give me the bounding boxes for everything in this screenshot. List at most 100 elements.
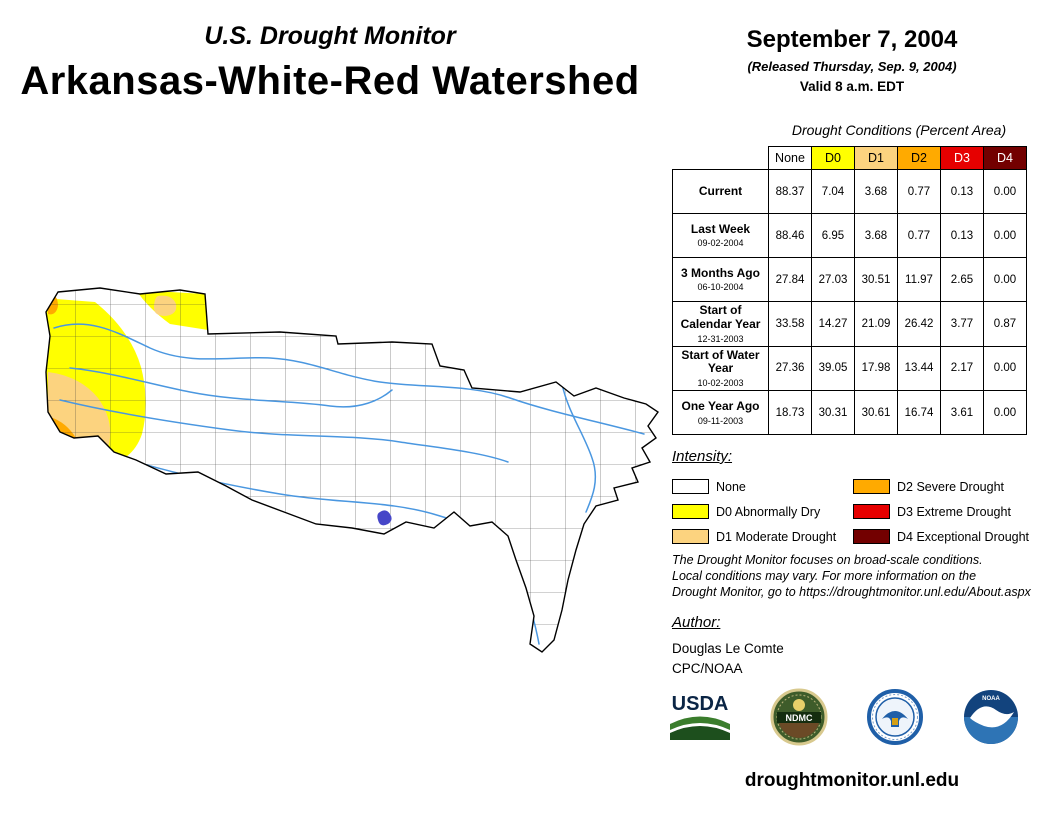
- value-cell: 0.00: [983, 390, 1027, 436]
- author-org: CPC/NOAA: [672, 661, 743, 676]
- table-title: Drought Conditions (Percent Area): [791, 122, 1007, 138]
- valid-time: Valid 8 a.m. EDT: [799, 79, 905, 94]
- row-label: 3 Months Ago: [681, 265, 760, 280]
- value-cell: 14.27: [811, 301, 855, 347]
- value-cell: 21.09: [854, 301, 898, 347]
- value-cell: 30.61: [854, 390, 898, 436]
- value-cell: 30.51: [854, 257, 898, 302]
- row-label-cell: Current: [672, 169, 769, 214]
- value-cell: 0.13: [940, 169, 984, 214]
- table-row-last-week: Last Week 09-02-2004 88.46 6.95 3.68 0.7…: [672, 213, 1027, 258]
- d0-swatch: [672, 504, 709, 519]
- table-row-one-year-ago: One Year Ago 09-11-2003 18.73 30.31 30.6…: [672, 390, 1027, 436]
- row-label: Current: [698, 183, 743, 198]
- row-date: 09-11-2003: [697, 415, 744, 426]
- table-corner: [673, 147, 769, 170]
- value-cell: 27.03: [811, 257, 855, 302]
- report-date: September 7, 2004: [746, 26, 958, 53]
- date-block: September 7, 2004 (Released Thursday, Se…: [668, 26, 1036, 94]
- author-block: Author: Douglas Le Comte CPC/NOAA: [672, 614, 784, 676]
- disclaimer-line: The Drought Monitor focuses on broad-sca…: [672, 553, 983, 567]
- value-cell: 39.05: [811, 345, 855, 392]
- table-row-3-months-ago: 3 Months Ago 06-10-2004 27.84 27.03 30.5…: [672, 257, 1027, 302]
- monitor-title: U.S. Drought Monitor: [204, 22, 456, 50]
- author-name: Douglas Le Comte: [672, 641, 784, 656]
- watershed-map: [40, 272, 662, 662]
- river-arkansas: [53, 323, 645, 435]
- svg-text:NDMC: NDMC: [786, 713, 813, 723]
- value-cell: 0.00: [983, 257, 1027, 302]
- value-cell: 3.68: [854, 213, 898, 258]
- d4-swatch: [853, 529, 890, 544]
- river-white: [561, 383, 597, 513]
- svg-text:USDA: USDA: [672, 693, 729, 715]
- value-cell: 3.68: [854, 169, 898, 214]
- legend-item-d4: D4 Exceptional Drought: [853, 524, 1044, 549]
- value-cell: 3.61: [940, 390, 984, 436]
- value-cell: 26.42: [897, 301, 941, 347]
- value-cell: 16.74: [897, 390, 941, 436]
- legend-label: D4 Exceptional Drought: [897, 529, 1030, 544]
- value-cell: 0.00: [983, 345, 1027, 392]
- d1-swatch: [672, 529, 709, 544]
- legend-item-d3: D3 Extreme Drought: [853, 499, 1044, 524]
- none-swatch: [672, 479, 709, 494]
- value-cell: 0.77: [897, 169, 941, 214]
- value-cell: 11.97: [897, 257, 941, 302]
- table-header-row: None D0 D1 D2 D3 D4: [673, 146, 1027, 170]
- row-label: Last Week: [690, 221, 751, 236]
- row-date: 10-02-2003: [697, 378, 744, 389]
- usda-logo: USDA: [670, 693, 730, 740]
- value-cell: 27.36: [768, 345, 812, 392]
- footer-url: droughtmonitor.unl.edu: [744, 770, 960, 791]
- river-canadian: [59, 399, 509, 463]
- value-cell: 18.73: [768, 390, 812, 436]
- table-row-current: Current 88.37 7.04 3.68 0.77 0.13 0.00: [672, 169, 1027, 214]
- disclaimer: The Drought Monitor focuses on broad-sca…: [672, 552, 1044, 600]
- value-cell: 0.00: [983, 169, 1027, 214]
- lake-texoma: [377, 510, 392, 526]
- value-cell: 6.95: [811, 213, 855, 258]
- table-row-start-calendar-year: Start of Calendar Year 12-31-2003 33.58 …: [672, 301, 1027, 347]
- row-date: 12-31-2003: [697, 333, 744, 344]
- disclaimer-line: Local conditions may vary. For more info…: [672, 569, 977, 583]
- value-cell: 0.13: [940, 213, 984, 258]
- table-row-start-water-year: Start of Water Year 10-02-2003 27.36 39.…: [672, 345, 1027, 392]
- author-title: Author:: [672, 614, 721, 631]
- value-cell: 88.46: [768, 213, 812, 258]
- value-cell: 3.77: [940, 301, 984, 347]
- intensity-legend: Intensity: None D0 Abnormally Dry D1 Mod…: [672, 448, 1044, 549]
- col-header-d0: D0: [811, 146, 855, 170]
- row-label: Start of Water Year: [681, 347, 760, 376]
- value-cell: 0.77: [897, 213, 941, 258]
- value-cell: 30.31: [811, 390, 855, 436]
- value-cell: 33.58: [768, 301, 812, 347]
- value-cell: 13.44: [897, 345, 941, 392]
- col-header-d4: D4: [983, 146, 1027, 170]
- row-label: Start of Calendar Year: [680, 303, 761, 331]
- row-label: One Year Ago: [681, 398, 760, 413]
- value-cell: 17.98: [854, 345, 898, 392]
- disclaimer-line: Drought Monitor, go to https://droughtmo…: [672, 585, 1031, 599]
- legend-title: Intensity:: [672, 448, 733, 465]
- legend-item-none: None: [672, 474, 853, 499]
- value-cell: 0.87: [983, 301, 1027, 347]
- region-title: Arkansas-White-Red Watershed: [20, 59, 640, 103]
- legend-label: D3 Extreme Drought: [897, 504, 1011, 519]
- legend-label: D0 Abnormally Dry: [716, 504, 821, 519]
- row-date: 06-10-2004: [697, 282, 744, 293]
- value-cell: 88.37: [768, 169, 812, 214]
- d2-swatch: [853, 479, 890, 494]
- value-cell: 7.04: [811, 169, 855, 214]
- legend-label: None: [716, 479, 746, 494]
- col-header-d3: D3: [940, 146, 984, 170]
- legend-item-d1: D1 Moderate Drought: [672, 524, 853, 549]
- agency-logos: USDA NDMC NOAA: [668, 688, 1020, 746]
- value-cell: 0.00: [983, 213, 1027, 258]
- row-label-cell: Start of Calendar Year 12-31-2003: [672, 301, 769, 347]
- legend-item-d0: D0 Abnormally Dry: [672, 499, 853, 524]
- value-cell: 2.65: [940, 257, 984, 302]
- value-cell: 27.84: [768, 257, 812, 302]
- noaa-logo: NOAA: [964, 690, 1018, 744]
